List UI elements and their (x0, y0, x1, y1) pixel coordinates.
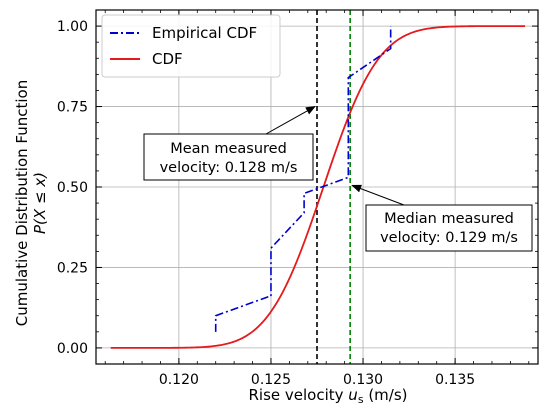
x-axis-label: Rise velocity us (m/s) (249, 386, 408, 405)
annotation-mean-line1: Mean measured (170, 141, 287, 157)
y-tick-label-3: 0.75 (57, 100, 88, 116)
annotation-median-arrow (351, 184, 405, 206)
series-empirical-line (214, 26, 392, 332)
y-axis-label-line2: P(X ≤ x) (31, 172, 49, 234)
legend-box (101, 14, 281, 78)
tick-marks: 0.120 0.125 0.130 0.135 0.00 0.25 0.50 0.75 1.00 (57, 10, 538, 388)
x-tick-label-0: 0.120 (159, 372, 199, 388)
annotation-mean: Mean measured velocity: 0.128 m/s (143, 106, 316, 181)
annotation-mean-arrow (265, 106, 316, 135)
annotation-mean-line2: velocity: 0.128 m/s (160, 160, 298, 176)
x-tick-label-1: 0.125 (251, 372, 291, 388)
y-tick-label-1: 0.25 (57, 260, 88, 276)
legend-label-empirical: Empirical CDF (152, 24, 257, 42)
annotation-median-line1: Median measured (384, 211, 514, 227)
x-tick-label-3: 0.135 (435, 372, 475, 388)
y-axis-label: Cumulative Distribution Function P(X ≤ x… (13, 80, 49, 326)
plot-area (110, 10, 526, 364)
series-cdf-line (110, 25, 526, 349)
legend: Empirical CDF CDF (101, 14, 281, 78)
annotation-median-box (365, 204, 533, 252)
y-tick-label-0: 0.00 (57, 341, 88, 357)
y-tick-label-2: 0.50 (57, 180, 88, 196)
x-tick-label-2: 0.130 (343, 372, 383, 388)
annotation-median-line2: velocity: 0.129 m/s (380, 230, 518, 246)
legend-label-cdf: CDF (152, 50, 183, 68)
annotation-mean-box (143, 133, 314, 181)
annotation-median: Median measured velocity: 0.129 m/s (351, 184, 533, 252)
y-tick-label-4: 1.00 (57, 19, 88, 35)
y-axis-label-line1: Cumulative Distribution Function (13, 80, 31, 326)
